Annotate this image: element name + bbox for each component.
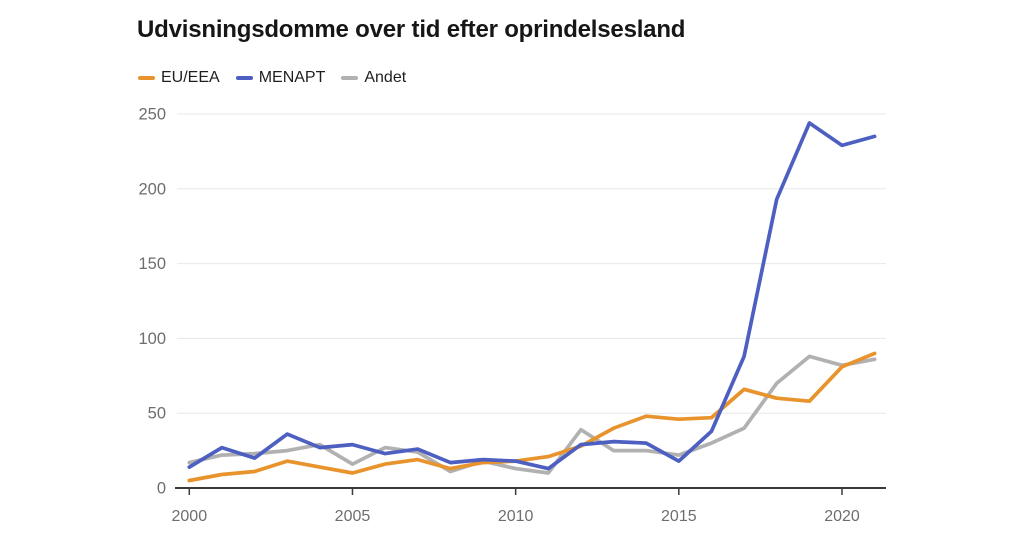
x-axis-tick-label: 2020 [824, 508, 860, 525]
andet-line-swatch-icon [341, 76, 359, 80]
y-axis-tick-label: 0 [157, 480, 166, 498]
legend-item-andet: Andet [341, 70, 406, 86]
legend: EU/EEA MENAPT Andet [138, 70, 406, 86]
chart-title: Udvisningsdomme over tid efter oprindels… [137, 16, 686, 43]
legend-label-menapt: MENAPT [258, 69, 326, 86]
legend-label-eu-eea: EU/EEA [161, 69, 220, 86]
x-axis-tick-label: 2015 [661, 508, 697, 525]
series-line-andet [187, 354, 877, 475]
series-line-eu-eea [187, 351, 877, 483]
y-axis-tick-label: 150 [138, 255, 166, 273]
y-axis-tick-label: 200 [138, 180, 166, 198]
x-axis-tick-label: 2000 [172, 508, 208, 525]
legend-item-eu-eea: EU/EEA [138, 70, 220, 86]
x-axis-tick-label: 2005 [335, 508, 371, 525]
series-line-menapt [187, 121, 877, 471]
legend-item-menapt: MENAPT [235, 69, 326, 86]
legend-label-andet: Andet [364, 69, 407, 86]
y-axis-tick-label: 50 [148, 405, 166, 423]
y-axis-tick-label: 100 [138, 330, 166, 348]
eu-eea-line-swatch-icon [138, 76, 155, 80]
menapt-line-swatch-icon [235, 76, 253, 80]
x-axis-tick-label: 2010 [498, 508, 534, 525]
y-axis-tick-label: 250 [138, 106, 166, 124]
